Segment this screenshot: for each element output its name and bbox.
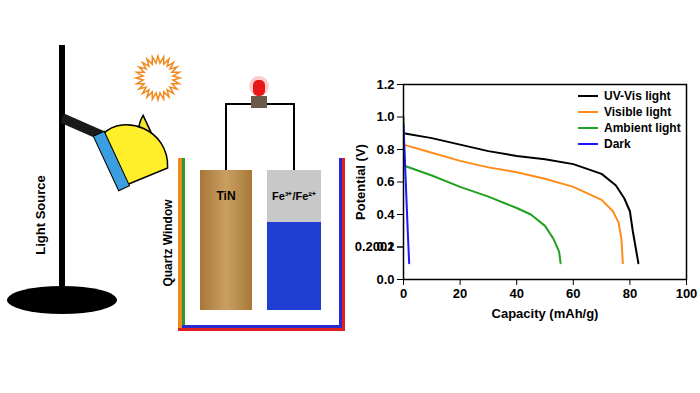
svg-text:0.2001: 0.2001 bbox=[355, 239, 395, 254]
svg-text:20: 20 bbox=[453, 286, 467, 301]
svg-text:0.8: 0.8 bbox=[376, 142, 394, 157]
svg-text:0.4: 0.4 bbox=[376, 207, 395, 222]
svg-text:0.0: 0.0 bbox=[376, 272, 394, 287]
svg-text:100: 100 bbox=[676, 286, 698, 301]
svg-text:Quartz Window: Quartz Window bbox=[161, 199, 175, 287]
svg-text:Potential (V): Potential (V) bbox=[353, 144, 368, 220]
html-text:UV-Vis light: UV-Vis light bbox=[604, 89, 671, 103]
svg-text:TiN: TiN bbox=[216, 189, 235, 203]
svg-text:0.6: 0.6 bbox=[376, 174, 394, 189]
svg-text:Light Source: Light Source bbox=[33, 175, 48, 254]
html-text:Ambient light: Ambient light bbox=[604, 121, 681, 135]
svg-text:80: 80 bbox=[623, 286, 637, 301]
svg-text:Capacity (mAh/g): Capacity (mAh/g) bbox=[492, 306, 599, 321]
svg-text:60: 60 bbox=[566, 286, 580, 301]
html-text:Visible light: Visible light bbox=[604, 105, 672, 119]
svg-text:0: 0 bbox=[400, 286, 407, 301]
svg-text:Fe³⁺/Fe²⁺: Fe³⁺/Fe²⁺ bbox=[272, 190, 316, 202]
svg-text:1.2: 1.2 bbox=[376, 77, 394, 92]
svg-text:1.0: 1.0 bbox=[376, 109, 394, 124]
svg-text:40: 40 bbox=[509, 286, 523, 301]
html-text:Dark: Dark bbox=[604, 137, 631, 151]
